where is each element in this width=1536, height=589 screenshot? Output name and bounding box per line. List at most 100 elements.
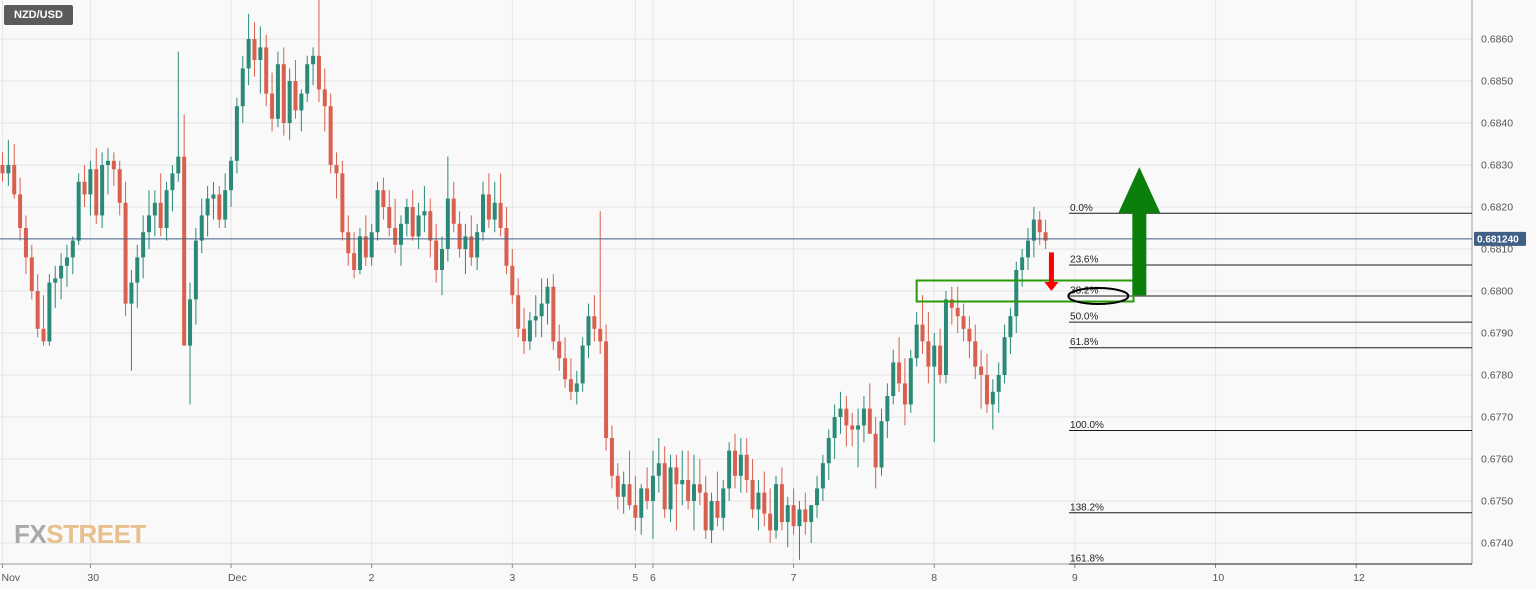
candle-body xyxy=(410,207,415,237)
candle-body xyxy=(873,433,878,468)
candle-body xyxy=(176,156,181,174)
candle-body xyxy=(199,215,204,241)
y-tick-label: 0.6770 xyxy=(1481,412,1513,424)
candle-body xyxy=(88,169,93,195)
candle-body xyxy=(697,484,702,493)
candle-body xyxy=(961,316,966,329)
candle-body xyxy=(416,215,421,237)
candle-body xyxy=(469,236,474,258)
candle-body xyxy=(369,232,374,258)
candle-body xyxy=(996,375,1001,392)
candle-body xyxy=(949,299,954,308)
candle-body xyxy=(527,320,532,342)
candle-body xyxy=(293,81,298,111)
candle-body xyxy=(23,228,28,258)
candle-body xyxy=(270,93,275,119)
candle-body xyxy=(715,501,720,518)
candle-body xyxy=(457,223,462,249)
candle-body xyxy=(6,165,11,174)
candle-body xyxy=(375,190,380,233)
candle-body xyxy=(393,228,398,245)
candle-body xyxy=(434,240,439,270)
candles-group xyxy=(0,0,1048,560)
candle-body xyxy=(53,278,58,283)
candle-body xyxy=(299,93,304,111)
candle-body xyxy=(815,488,820,506)
candle-body xyxy=(727,450,732,489)
candle-body xyxy=(867,408,872,434)
candle-body xyxy=(1002,337,1007,375)
watermark-logo: FXSTREET xyxy=(14,519,146,550)
y-tick-label: 0.6820 xyxy=(1481,202,1513,214)
candle-body xyxy=(879,421,884,468)
candle-body xyxy=(29,257,34,291)
candle-body xyxy=(533,316,538,321)
candle-body xyxy=(311,55,316,65)
symbol-badge: NZD/USD xyxy=(4,5,73,25)
candle-body xyxy=(287,81,292,123)
candle-body xyxy=(223,190,228,220)
candle-body xyxy=(440,249,444,270)
candle-body xyxy=(926,341,931,367)
candle-body xyxy=(563,358,568,380)
candle-body xyxy=(158,202,163,228)
candle-body xyxy=(82,181,87,195)
candle-body xyxy=(609,438,614,476)
candle-body xyxy=(779,484,784,522)
current-price-label: 0.681240 xyxy=(1477,234,1519,245)
y-tick-label: 0.6750 xyxy=(1481,496,1513,508)
candle-body xyxy=(1008,316,1013,338)
plot-area xyxy=(0,0,1472,564)
candle-body xyxy=(580,345,585,384)
candle-body xyxy=(979,366,984,375)
candle-body xyxy=(838,408,843,417)
candle-body xyxy=(856,425,861,430)
candle-body xyxy=(908,358,913,405)
candle-body xyxy=(803,509,808,522)
candle-body xyxy=(756,492,761,510)
y-tick-label: 0.6810 xyxy=(1481,244,1513,256)
fib-level-label: 61.8% xyxy=(1070,337,1098,348)
candle-body xyxy=(902,383,907,405)
watermark-street: STREET xyxy=(46,519,146,549)
fib-level-label: 23.6% xyxy=(1070,254,1098,265)
candle-body xyxy=(281,64,286,123)
x-tick-label: 2 xyxy=(369,572,375,584)
candle-body xyxy=(152,202,157,216)
candle-body xyxy=(100,165,105,216)
candle-body xyxy=(141,232,146,258)
candle-body xyxy=(59,265,64,279)
candle-body xyxy=(334,165,339,174)
x-tick-label: 6 xyxy=(650,572,656,584)
candle-body xyxy=(105,160,110,165)
x-tick-label: 12 xyxy=(1353,572,1365,584)
y-tick-label: 0.6860 xyxy=(1481,34,1513,46)
x-tick-label: 10 xyxy=(1213,572,1225,584)
candle-body xyxy=(850,425,855,430)
candle-body xyxy=(621,484,626,497)
candle-body xyxy=(217,194,222,220)
candle-body xyxy=(428,211,433,241)
candle-body xyxy=(316,55,321,90)
candle-body xyxy=(639,488,644,518)
candle-body xyxy=(774,484,779,531)
candle-body xyxy=(1020,257,1025,270)
candle-body xyxy=(123,202,128,304)
candle-body xyxy=(733,450,737,476)
y-tick-label: 0.6840 xyxy=(1481,118,1513,130)
x-tick-label: 3 xyxy=(509,572,515,584)
candle-body xyxy=(234,106,239,161)
y-tick-label: 0.6800 xyxy=(1481,286,1513,298)
watermark-fx: FX xyxy=(14,519,47,549)
candle-body xyxy=(387,207,392,228)
fib-level-label: 138.2% xyxy=(1070,502,1104,513)
x-tick-label: Dec xyxy=(228,572,247,584)
candle-body xyxy=(205,198,210,216)
candle-body xyxy=(791,505,796,527)
candle-body xyxy=(645,488,650,501)
candle-body xyxy=(486,194,491,220)
candle-body xyxy=(94,169,99,216)
candle-body xyxy=(721,488,726,518)
